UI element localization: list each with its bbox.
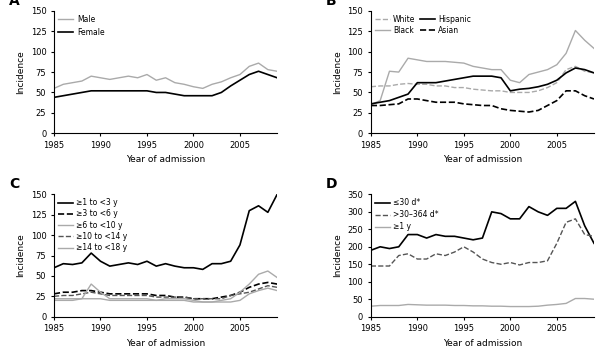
Y-axis label: Incidence: Incidence	[333, 234, 342, 277]
Y-axis label: Incidence: Incidence	[16, 234, 25, 277]
Text: C: C	[10, 177, 20, 191]
X-axis label: Year of admission: Year of admission	[126, 339, 205, 348]
Text: B: B	[326, 0, 337, 8]
X-axis label: Year of admission: Year of admission	[443, 339, 522, 348]
Text: A: A	[10, 0, 20, 8]
Legend: White, Black, Hispanic, Asian: White, Black, Hispanic, Asian	[374, 15, 471, 35]
Y-axis label: Incidence: Incidence	[16, 50, 25, 94]
X-axis label: Year of admission: Year of admission	[443, 155, 522, 165]
Text: D: D	[326, 177, 338, 191]
X-axis label: Year of admission: Year of admission	[126, 155, 205, 165]
Legend: Male, Female: Male, Female	[58, 15, 104, 36]
Legend: ≤30 d*, >30–364 d*, ≥1 y: ≤30 d*, >30–364 d*, ≥1 y	[374, 198, 439, 231]
Y-axis label: Incidence: Incidence	[333, 50, 342, 94]
Legend: ≥1 to <3 y, ≥3 to <6 y, ≥6 to <10 y, ≥10 to <14 y, ≥14 to <18 y: ≥1 to <3 y, ≥3 to <6 y, ≥6 to <10 y, ≥10…	[58, 198, 127, 252]
